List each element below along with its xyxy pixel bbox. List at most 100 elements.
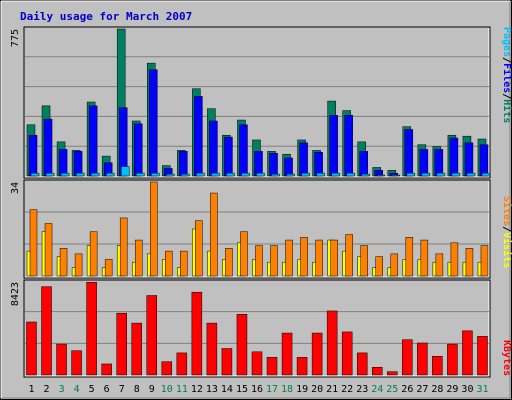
x-label-day-29: 29 bbox=[446, 384, 458, 395]
bar-files-day-29 bbox=[449, 137, 459, 177]
bar-kbytes-day-15 bbox=[236, 314, 248, 376]
bar-kbytes-day-30 bbox=[462, 330, 473, 376]
legend-2: Sites/Visits bbox=[501, 196, 512, 268]
x-label-day-13: 13 bbox=[206, 384, 218, 395]
bar-pages-day-25 bbox=[391, 174, 401, 177]
bar-sites-day-13 bbox=[210, 192, 218, 277]
axis-max-labels: 775 34 8423 bbox=[10, 29, 21, 306]
bar-kbytes-day-12 bbox=[191, 291, 203, 376]
bar-files-day-31 bbox=[479, 144, 489, 177]
bar-sites-day-20 bbox=[315, 239, 323, 277]
bar-sites-day-21 bbox=[330, 239, 338, 277]
bar-pages-day-23 bbox=[361, 173, 370, 177]
x-label-day-14: 14 bbox=[221, 384, 233, 395]
gridlines bbox=[25, 56, 489, 344]
x-label-day-7: 7 bbox=[119, 384, 125, 395]
x-label-day-15: 15 bbox=[236, 384, 248, 395]
bar-kbytes-day-18 bbox=[281, 332, 293, 376]
bar-kbytes-day-4 bbox=[71, 350, 82, 376]
bar-kbytes-day-13 bbox=[206, 322, 218, 376]
bar-pages-day-18 bbox=[286, 173, 295, 177]
bar-kbytes-day-24 bbox=[371, 367, 383, 376]
bar-files-day-7 bbox=[118, 107, 128, 177]
bar-pages-day-26 bbox=[406, 172, 416, 177]
x-label-day-19: 19 bbox=[296, 384, 308, 395]
bar-pages-day-9 bbox=[151, 172, 160, 177]
bar-sites-day-4 bbox=[74, 253, 83, 277]
x-label-day-16: 16 bbox=[251, 384, 263, 395]
bar-kbytes-day-31 bbox=[477, 336, 488, 376]
legend-separator: / bbox=[501, 226, 512, 232]
legend-3: KBytes bbox=[501, 340, 512, 376]
x-label-day-6: 6 bbox=[104, 384, 110, 395]
legend-item-sites: Sites bbox=[501, 196, 512, 226]
x-label-day-18: 18 bbox=[281, 384, 293, 395]
bar-pages-day-15 bbox=[241, 172, 250, 177]
legend-separator: / bbox=[501, 57, 512, 63]
bar-files-day-14 bbox=[224, 136, 233, 177]
bar-files-day-12 bbox=[194, 96, 203, 177]
x-label-day-2: 2 bbox=[44, 384, 50, 395]
bar-sites-day-18 bbox=[285, 239, 293, 277]
legend-item-files: Files bbox=[501, 63, 512, 93]
bar-kbytes-day-3 bbox=[56, 343, 67, 376]
bar-files-day-2 bbox=[43, 118, 53, 177]
bar-files-day-11 bbox=[179, 151, 188, 177]
bar-files-day-9 bbox=[149, 69, 158, 177]
x-label-day-30: 30 bbox=[461, 384, 473, 395]
bar-files-day-23 bbox=[359, 151, 368, 177]
bar-kbytes-day-28 bbox=[432, 355, 443, 376]
bar-pages-day-11 bbox=[181, 173, 190, 177]
bar-sites-day-27 bbox=[420, 239, 429, 277]
x-label-day-12: 12 bbox=[191, 384, 203, 395]
bar-kbytes-day-22 bbox=[341, 331, 353, 376]
x-label-day-9: 9 bbox=[149, 384, 155, 395]
x-axis-labels: 1 2 3 4 5 6 7 8 9 10 11 12 13 14 15 16 17 18 19 20 21 22 23 24 2… bbox=[29, 384, 489, 395]
bar-pages-day-3 bbox=[60, 172, 70, 177]
x-label-day-1: 1 bbox=[29, 384, 35, 395]
bar-kbytes-day-26 bbox=[402, 339, 413, 376]
bar-files-day-8 bbox=[133, 123, 143, 177]
bar-files-day-26 bbox=[404, 129, 414, 177]
bar-files-day-3 bbox=[58, 149, 68, 177]
bar-files-day-22 bbox=[344, 115, 353, 177]
bar-sites-day-15 bbox=[240, 231, 248, 277]
axis-max-label-1: 775 bbox=[10, 29, 21, 47]
bar-files-day-19 bbox=[299, 142, 308, 177]
bar-files-day-1 bbox=[28, 134, 38, 177]
bar-sites-day-6 bbox=[104, 259, 113, 277]
bar-pages-day-10 bbox=[166, 173, 175, 177]
bar-kbytes-day-16 bbox=[251, 351, 263, 376]
bar-files-day-18 bbox=[284, 157, 293, 177]
bar-pages-day-14 bbox=[226, 172, 235, 177]
bar-kbytes-day-20 bbox=[311, 332, 323, 376]
bar-sites-day-7 bbox=[119, 217, 128, 277]
x-label-day-20: 20 bbox=[311, 384, 323, 395]
legend-item-kbytes: KBytes bbox=[501, 340, 512, 376]
bar-files-day-17 bbox=[269, 152, 278, 177]
bar-sites-day-22 bbox=[345, 234, 353, 277]
axis-max-label-3: 8423 bbox=[10, 282, 21, 306]
chart-title: Daily usage for March 2007 bbox=[20, 10, 192, 23]
x-label-day-17: 17 bbox=[266, 384, 278, 395]
x-label-day-21: 21 bbox=[326, 384, 338, 395]
bar-sites-day-2 bbox=[44, 223, 53, 277]
bar-kbytes-day-14 bbox=[221, 348, 233, 376]
bar-files-day-16 bbox=[254, 151, 263, 177]
bar-pages-day-8 bbox=[135, 172, 145, 177]
legend-item-pages: Pages bbox=[501, 27, 512, 57]
legend-separator: / bbox=[501, 93, 512, 99]
x-label-day-25: 25 bbox=[386, 384, 398, 395]
bar-files-day-27 bbox=[419, 149, 429, 177]
bar-pages-day-29 bbox=[451, 172, 461, 177]
bar-sites-day-12 bbox=[195, 220, 203, 277]
bar-sites-day-11 bbox=[180, 250, 188, 277]
bar-sites-day-3 bbox=[59, 248, 68, 277]
bar-sites-day-9 bbox=[150, 181, 158, 277]
bar-files-day-28 bbox=[434, 149, 444, 177]
bar-files-day-15 bbox=[239, 124, 248, 177]
bar-sites-day-1 bbox=[29, 209, 38, 277]
bar-sites-day-10 bbox=[165, 250, 173, 277]
bar-sites-day-24 bbox=[375, 256, 383, 277]
